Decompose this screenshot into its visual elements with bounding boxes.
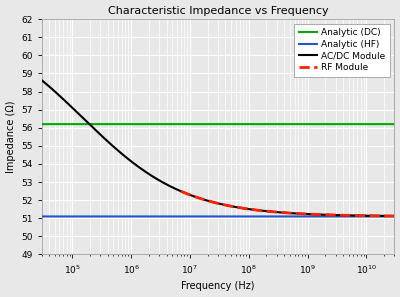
AC/DC Module: [174, 188, 179, 191]
AC/DC Module: [190, 194, 195, 198]
X-axis label: Frequency (Hz): Frequency (Hz): [181, 282, 255, 291]
Line: AC/DC Module: AC/DC Module: [42, 80, 394, 216]
AC/DC Module: [80, 115, 84, 119]
Analytic (HF): [347, 215, 352, 218]
Analytic (DC): [385, 122, 390, 126]
Analytic (HF): [392, 215, 397, 218]
RF Module: [392, 214, 397, 218]
RF Module: [178, 189, 183, 193]
AC/DC Module: [385, 214, 390, 218]
Analytic (DC): [392, 122, 397, 126]
Analytic (DC): [190, 122, 195, 126]
AC/DC Module: [39, 78, 44, 82]
AC/DC Module: [392, 214, 397, 218]
Legend: Analytic (DC), Analytic (HF), AC/DC Module, RF Module: Analytic (DC), Analytic (HF), AC/DC Modu…: [294, 24, 390, 77]
RF Module: [249, 208, 254, 211]
Analytic (DC): [80, 122, 84, 126]
Analytic (HF): [385, 215, 390, 218]
Line: RF Module: RF Module: [181, 191, 394, 216]
AC/DC Module: [100, 135, 105, 139]
Y-axis label: Impedance (Ω): Impedance (Ω): [6, 101, 16, 173]
Analytic (HF): [100, 215, 105, 218]
Analytic (DC): [174, 122, 179, 126]
Analytic (HF): [80, 215, 84, 218]
Analytic (DC): [39, 122, 44, 126]
RF Module: [391, 214, 396, 218]
RF Module: [381, 214, 386, 218]
Analytic (HF): [190, 215, 195, 218]
Title: Characteristic Impedance vs Frequency: Characteristic Impedance vs Frequency: [108, 6, 328, 15]
Analytic (DC): [347, 122, 352, 126]
RF Module: [348, 214, 353, 217]
RF Module: [315, 213, 320, 216]
Analytic (HF): [39, 215, 44, 218]
RF Module: [216, 202, 221, 205]
Analytic (DC): [100, 122, 105, 126]
Analytic (HF): [174, 215, 179, 218]
AC/DC Module: [347, 214, 352, 217]
